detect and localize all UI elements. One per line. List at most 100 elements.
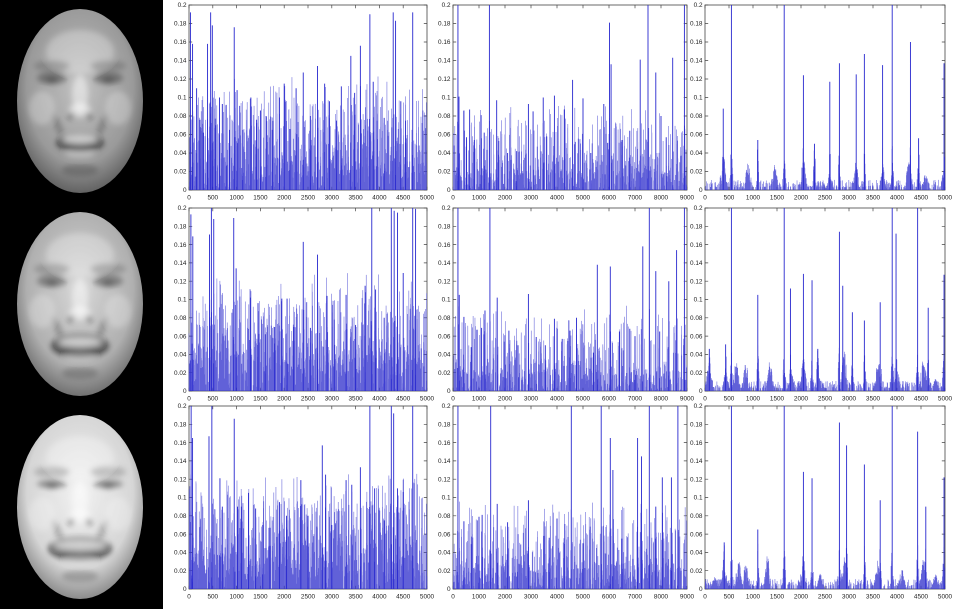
y-tick-label: 0.08 bbox=[174, 513, 187, 520]
y-tick-label: 0.14 bbox=[690, 58, 703, 65]
y-tick-label: 0 bbox=[699, 388, 703, 395]
y-tick-label: 0 bbox=[183, 388, 187, 395]
y-tick-label: 0.1 bbox=[442, 95, 451, 102]
x-tick-label: 0 bbox=[703, 396, 707, 403]
y-tick-label: 0.04 bbox=[438, 352, 451, 359]
y-tick-label: 0.12 bbox=[690, 76, 703, 83]
y-tick-label: 0.02 bbox=[174, 169, 187, 176]
y-tick-label: 0.18 bbox=[690, 422, 703, 429]
y-tick-label: 0.12 bbox=[438, 476, 451, 483]
y-tick-label: 0.18 bbox=[174, 224, 187, 231]
x-tick-label: 1000 bbox=[472, 396, 487, 403]
x-tick-label: 9000 bbox=[680, 396, 695, 403]
y-tick-label: 0.2 bbox=[178, 403, 187, 410]
x-tick-label: 4500 bbox=[396, 195, 411, 202]
y-tick-label: 0.14 bbox=[438, 458, 451, 465]
x-tick-label: 0 bbox=[703, 594, 707, 601]
y-tick-label: 0.06 bbox=[690, 531, 703, 538]
x-tick-label: 2000 bbox=[498, 396, 513, 403]
x-tick-label: 4500 bbox=[914, 195, 929, 202]
y-tick-label: 0.1 bbox=[178, 95, 187, 102]
x-tick-label: 1500 bbox=[770, 195, 785, 202]
x-tick-label: 9000 bbox=[680, 594, 695, 601]
x-tick-label: 4500 bbox=[396, 396, 411, 403]
y-tick-label: 0.12 bbox=[174, 278, 187, 285]
y-tick-label: 0 bbox=[447, 388, 451, 395]
y-tick-label: 0.18 bbox=[438, 224, 451, 231]
stem-plot-svg: 0 500 1000 1500 2000 2500 3000 3500 4000 4500 5000… bbox=[174, 403, 435, 601]
y-tick-label: 0 bbox=[447, 586, 451, 593]
x-tick-label: 4500 bbox=[396, 594, 411, 601]
x-tick-label: 2000 bbox=[794, 594, 809, 601]
y-tick-label: 0.08 bbox=[174, 113, 187, 120]
x-tick-label: 3000 bbox=[325, 195, 340, 202]
y-tick-label: 0.18 bbox=[690, 21, 703, 28]
x-tick-label: 2000 bbox=[277, 594, 292, 601]
y-tick-label: 0.06 bbox=[690, 333, 703, 340]
face-shading bbox=[29, 436, 131, 582]
y-tick-label: 0.06 bbox=[438, 333, 451, 340]
stem-plot-r2c3: 0 500 1000 1500 2000 2500 3000 3500 4000 4500 5000… bbox=[683, 203, 953, 406]
x-tick-label: 6000 bbox=[602, 396, 617, 403]
y-tick-label: 0.16 bbox=[690, 39, 703, 46]
face-scan-image bbox=[0, 203, 163, 406]
stem-plot-svg: 0 500 1000 1500 2000 2500 3000 3500 4000 4500 5000… bbox=[690, 403, 953, 601]
x-tick-label: 5000 bbox=[420, 195, 435, 202]
peak-stems bbox=[723, 406, 945, 589]
peak-stems bbox=[722, 5, 945, 190]
y-tick-label: 0.18 bbox=[438, 422, 451, 429]
y-tick-label: 0.2 bbox=[694, 205, 703, 212]
y-tick-label: 0.16 bbox=[438, 242, 451, 249]
y-tick-label: 0.12 bbox=[174, 76, 187, 83]
y-tick-label: 0.08 bbox=[690, 113, 703, 120]
x-tick-label: 1500 bbox=[770, 594, 785, 601]
y-tick-label: 0.18 bbox=[690, 224, 703, 231]
y-tick-label: 0.2 bbox=[694, 2, 703, 9]
y-tick-label: 0.04 bbox=[174, 150, 187, 157]
x-tick-label: 3500 bbox=[348, 594, 363, 601]
y-tick-label: 0.08 bbox=[690, 513, 703, 520]
peak-stems bbox=[190, 406, 414, 589]
x-tick-label: 500 bbox=[724, 594, 735, 601]
y-tick-label: 0.1 bbox=[442, 495, 451, 502]
y-tick-label: 0.08 bbox=[174, 315, 187, 322]
peak-stems bbox=[190, 208, 417, 391]
y-tick-label: 0.06 bbox=[690, 132, 703, 139]
x-tick-label: 1000 bbox=[229, 594, 244, 601]
face-shading bbox=[29, 30, 131, 176]
y-tick-label: 0.16 bbox=[174, 39, 187, 46]
plot-box bbox=[704, 405, 946, 590]
x-tick-label: 500 bbox=[724, 396, 735, 403]
y-tick-label: 0.12 bbox=[690, 278, 703, 285]
y-tick-label: 0.16 bbox=[174, 242, 187, 249]
x-tick-label: 4000 bbox=[372, 396, 387, 403]
y-tick-label: 0.2 bbox=[178, 2, 187, 9]
face-shading bbox=[29, 233, 131, 379]
peak-stems bbox=[457, 406, 679, 589]
x-tick-label: 1500 bbox=[253, 594, 268, 601]
y-tick-label: 0.12 bbox=[174, 476, 187, 483]
x-tick-label: 1000 bbox=[746, 594, 761, 601]
x-tick-label: 2500 bbox=[818, 594, 833, 601]
x-tick-label: 1000 bbox=[472, 594, 487, 601]
x-tick-label: 1500 bbox=[253, 396, 268, 403]
x-tick-label: 7000 bbox=[628, 396, 643, 403]
x-tick-label: 3000 bbox=[842, 594, 857, 601]
x-tick-label: 500 bbox=[207, 195, 218, 202]
stem-plot-svg: 0 1000 2000 3000 4000 5000 6000 7000 8000 9000 0 0.… bbox=[438, 205, 695, 403]
peak-stems bbox=[457, 208, 685, 391]
y-tick-label: 0.06 bbox=[438, 531, 451, 538]
x-tick-label: 2000 bbox=[277, 195, 292, 202]
stem-plot-r3c1: 0 500 1000 1500 2000 2500 3000 3500 4000 4500 5000… bbox=[167, 401, 436, 604]
y-tick-label: 0.14 bbox=[174, 260, 187, 267]
y-tick-label: 0.16 bbox=[438, 440, 451, 447]
y-tick-label: 0.06 bbox=[174, 531, 187, 538]
y-tick-label: 0.2 bbox=[178, 205, 187, 212]
face-scan-image bbox=[0, 406, 163, 609]
face-scan-column bbox=[0, 0, 163, 609]
y-tick-label: 0.16 bbox=[438, 39, 451, 46]
x-tick-label: 4000 bbox=[890, 195, 905, 202]
noise-stems bbox=[704, 345, 946, 391]
face-scan-image bbox=[0, 0, 163, 203]
stem-plot-svg: 0 500 1000 1500 2000 2500 3000 3500 4000 4500 5000… bbox=[690, 205, 953, 403]
